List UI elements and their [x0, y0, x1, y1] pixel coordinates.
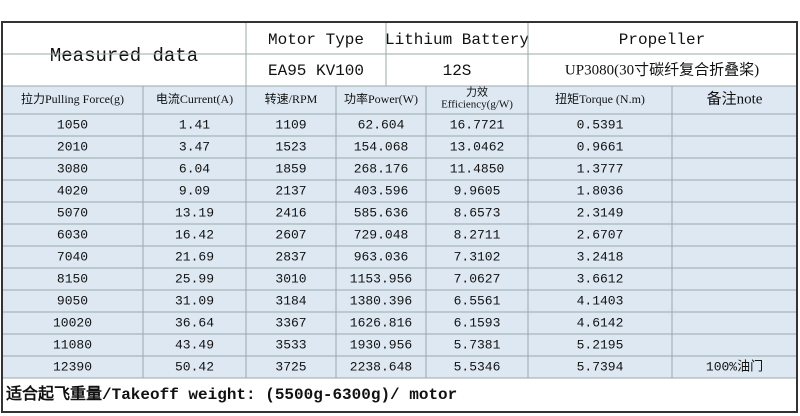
- cell: 2837: [275, 249, 306, 264]
- cell: 1153.956: [350, 271, 412, 286]
- cell: 16.7721: [450, 117, 505, 132]
- column-header: 功率Power(W): [344, 91, 418, 106]
- cell: 7040: [57, 249, 88, 264]
- cell: 1.41: [179, 117, 210, 132]
- cell: 5070: [57, 205, 88, 220]
- cell: 403.596: [354, 183, 409, 198]
- cell: 729.048: [354, 227, 409, 242]
- cell: 8.6573: [454, 205, 501, 220]
- cell: 12390: [53, 359, 92, 374]
- propeller: UP3080(30寸碳纤复合折叠桨): [565, 60, 759, 78]
- cell: 2607: [275, 227, 306, 242]
- cell: 11080: [53, 337, 92, 352]
- cell: 0.9661: [577, 139, 624, 154]
- cell: 43.49: [175, 337, 214, 352]
- cell: 3184: [275, 293, 306, 308]
- cell: 1930.956: [350, 337, 412, 352]
- cell: 2416: [275, 205, 306, 220]
- table-body-bg: [2, 86, 797, 378]
- cell: 3533: [275, 337, 306, 352]
- motor-type-label: Motor Type: [268, 31, 364, 49]
- cell: 1050: [57, 117, 88, 132]
- cell: 0.5391: [577, 117, 624, 132]
- cell: 5.2195: [577, 337, 624, 352]
- cell: 7.0627: [454, 271, 501, 286]
- cell: 2137: [275, 183, 306, 198]
- cell: 1109: [275, 117, 306, 132]
- cell: 268.176: [354, 161, 409, 176]
- cell: 100%油门: [706, 359, 763, 374]
- cell: 5.5346: [454, 359, 501, 374]
- grid: [2, 22, 797, 379]
- cell: 585.636: [354, 205, 409, 220]
- cell: 3010: [275, 271, 306, 286]
- cell: 5.7394: [577, 359, 624, 374]
- column-header: 扭矩Torque (N.m): [555, 92, 645, 106]
- cell: 3.47: [179, 139, 210, 154]
- cell: 4020: [57, 183, 88, 198]
- cell: 3.6612: [577, 271, 624, 286]
- cell: 7.3102: [454, 249, 501, 264]
- footer-note: 适合起飞重量/Takeoff weight: (5500g-6300g)/ mo…: [6, 384, 457, 404]
- cell: 5.7381: [454, 337, 501, 352]
- outer-border: [1, 21, 798, 413]
- cell: 3080: [57, 161, 88, 176]
- cell: 1626.816: [350, 315, 412, 330]
- battery: 12S: [443, 62, 472, 80]
- motor-type: EA95 KV100: [268, 62, 364, 80]
- cell: 62.604: [358, 117, 405, 132]
- cell: 2.3149: [577, 205, 624, 220]
- cell: 50.42: [175, 359, 214, 374]
- cell: 9.9605: [454, 183, 501, 198]
- cell: 1523: [275, 139, 306, 154]
- cell: 4.6142: [577, 315, 624, 330]
- cell: 2238.648: [350, 359, 412, 374]
- cell: 3.2418: [577, 249, 624, 264]
- column-header: 备注note: [707, 90, 763, 107]
- battery-label: Lithium Battery: [385, 31, 529, 49]
- cell: 3725: [275, 359, 306, 374]
- cell: 8150: [57, 271, 88, 286]
- cell: 36.64: [175, 315, 214, 330]
- cell: 9.09: [179, 183, 210, 198]
- title: Measured data: [50, 45, 198, 67]
- cell: 6.1593: [454, 315, 501, 330]
- column-header: 电流Current(A): [156, 92, 233, 106]
- cell: 2010: [57, 139, 88, 154]
- propeller-label: Propeller: [619, 31, 705, 49]
- column-header: 转速/RPM: [265, 91, 318, 106]
- cell: 21.69: [175, 249, 214, 264]
- cell: 16.42: [175, 227, 214, 242]
- column-header: 力效: [466, 85, 488, 99]
- cell: 1380.396: [350, 293, 412, 308]
- cell: 10020: [53, 315, 92, 330]
- cell: 13.0462: [450, 139, 505, 154]
- column-header: 拉力Pulling Force(g): [21, 91, 124, 106]
- cell: 154.068: [354, 139, 409, 154]
- cell: 963.036: [354, 249, 409, 264]
- cell: 4.1403: [577, 293, 624, 308]
- cell: 2.6707: [577, 227, 624, 242]
- cell: 25.99: [175, 271, 214, 286]
- cell: 6.5561: [454, 293, 501, 308]
- cell: 1.8036: [577, 183, 624, 198]
- cell: 11.4850: [450, 161, 505, 176]
- cell: 13.19: [175, 205, 214, 220]
- cell: 1.3777: [577, 161, 624, 176]
- cell: 9050: [57, 293, 88, 308]
- column-header: Efficiency(g/W): [441, 99, 513, 111]
- cell: 6030: [57, 227, 88, 242]
- cell: 8.2711: [454, 227, 501, 242]
- cell: 31.09: [175, 293, 214, 308]
- cell: 6.04: [179, 161, 210, 176]
- cell: 1859: [275, 161, 306, 176]
- cell: 3367: [275, 315, 306, 330]
